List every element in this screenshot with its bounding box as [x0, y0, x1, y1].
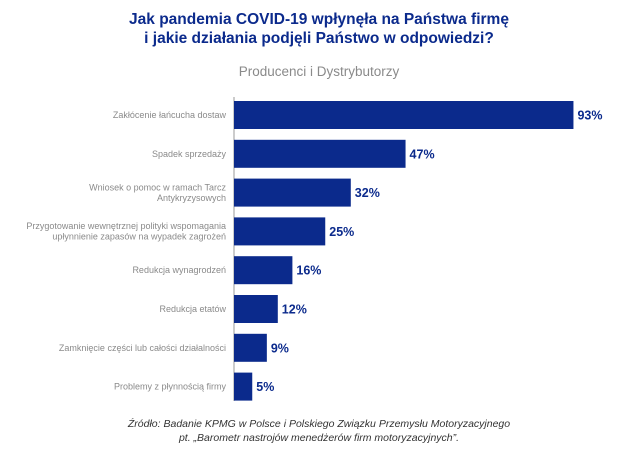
- bar: [234, 139, 406, 168]
- bar-value-label: 16%: [296, 264, 321, 278]
- bar-value-label: 93%: [577, 109, 602, 123]
- bar: [234, 295, 278, 323]
- chart-title-line-2: i jakie działania podjęli Państwo w odpo…: [144, 30, 494, 47]
- bar-value-label: 12%: [282, 303, 307, 317]
- category-label: Spadek sprzedaży: [152, 149, 227, 159]
- category-label: Wniosek o pomoc w ramach Tarcz Antykryzys…: [89, 182, 226, 203]
- bar-value-label: 32%: [355, 186, 380, 200]
- category-label: Zakłócenie łańcucha dostaw: [113, 110, 227, 120]
- category-label: Redukcja etatów: [159, 304, 226, 314]
- category-label: Problemy z płynnością firmy: [114, 382, 227, 392]
- chart-subtitle: Producenci i Dystrybutorzy: [238, 64, 400, 79]
- bar-value-label: 47%: [410, 147, 435, 161]
- bar: [234, 101, 574, 129]
- bar-value-label: 25%: [329, 225, 354, 239]
- bar: [234, 333, 267, 362]
- source-note: Źródło: Badanie KPMG w Polsce i Polskieg…: [0, 417, 638, 445]
- source-line-1: Źródło: Badanie KPMG w Polsce i Polskieg…: [127, 418, 511, 430]
- chart-title: Jak pandemia COVID-19 wpłynęła na Państw…: [0, 10, 638, 48]
- category-label: Przygotowanie wewnętrznej polityki wspom…: [26, 221, 226, 242]
- bar: [234, 178, 351, 207]
- bar: [234, 217, 326, 246]
- bar-value-label: 5%: [256, 380, 274, 394]
- category-label: Redukcja wynagrodzeń: [132, 265, 226, 275]
- chart-title-line-1: Jak pandemia COVID-19 wpłynęła na Państw…: [129, 11, 509, 28]
- bar: [234, 256, 293, 285]
- category-label: Zamknięcie części lub całości działalnoś…: [59, 343, 226, 353]
- bar-value-label: 9%: [271, 341, 289, 355]
- source-line-2: pt. „Barometr nastrojów menedżerów firm …: [178, 432, 460, 444]
- bar: [234, 372, 253, 401]
